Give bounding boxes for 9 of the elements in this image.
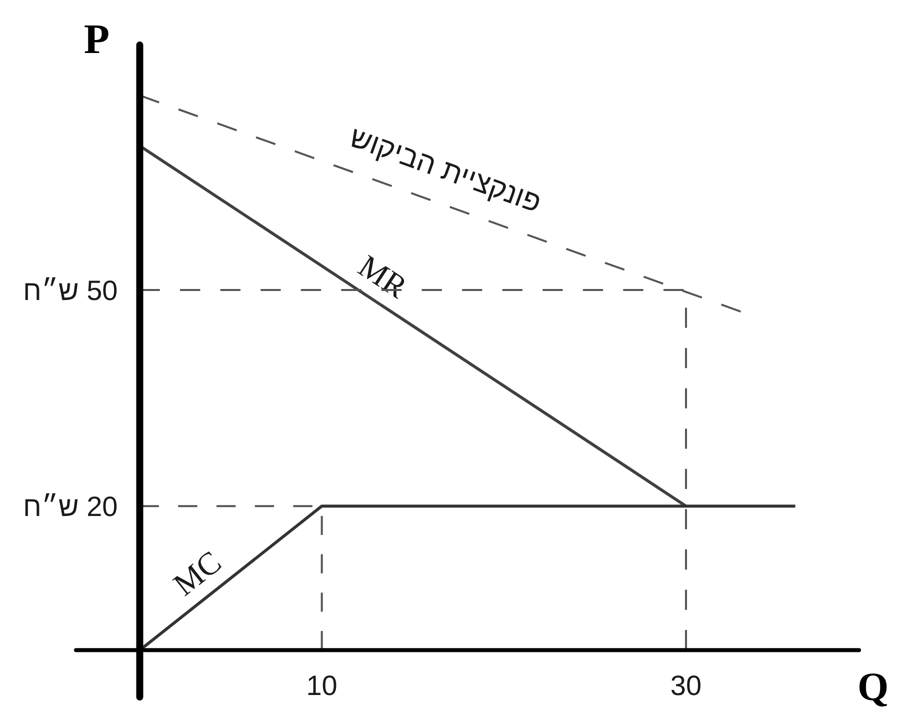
text: MC <box>166 543 228 602</box>
y-tick-label: 20 ש״ח <box>23 491 118 522</box>
y-tick-label: 50 ש״ח <box>23 274 118 306</box>
x-tick-label: 10 <box>306 670 338 702</box>
text: MR <box>352 248 414 306</box>
x-axis-title: Q <box>857 664 889 710</box>
x-tick-label: 30 <box>670 670 702 702</box>
text: פונקציית הביקוש <box>346 121 546 220</box>
y-axis-title: P <box>84 17 110 63</box>
